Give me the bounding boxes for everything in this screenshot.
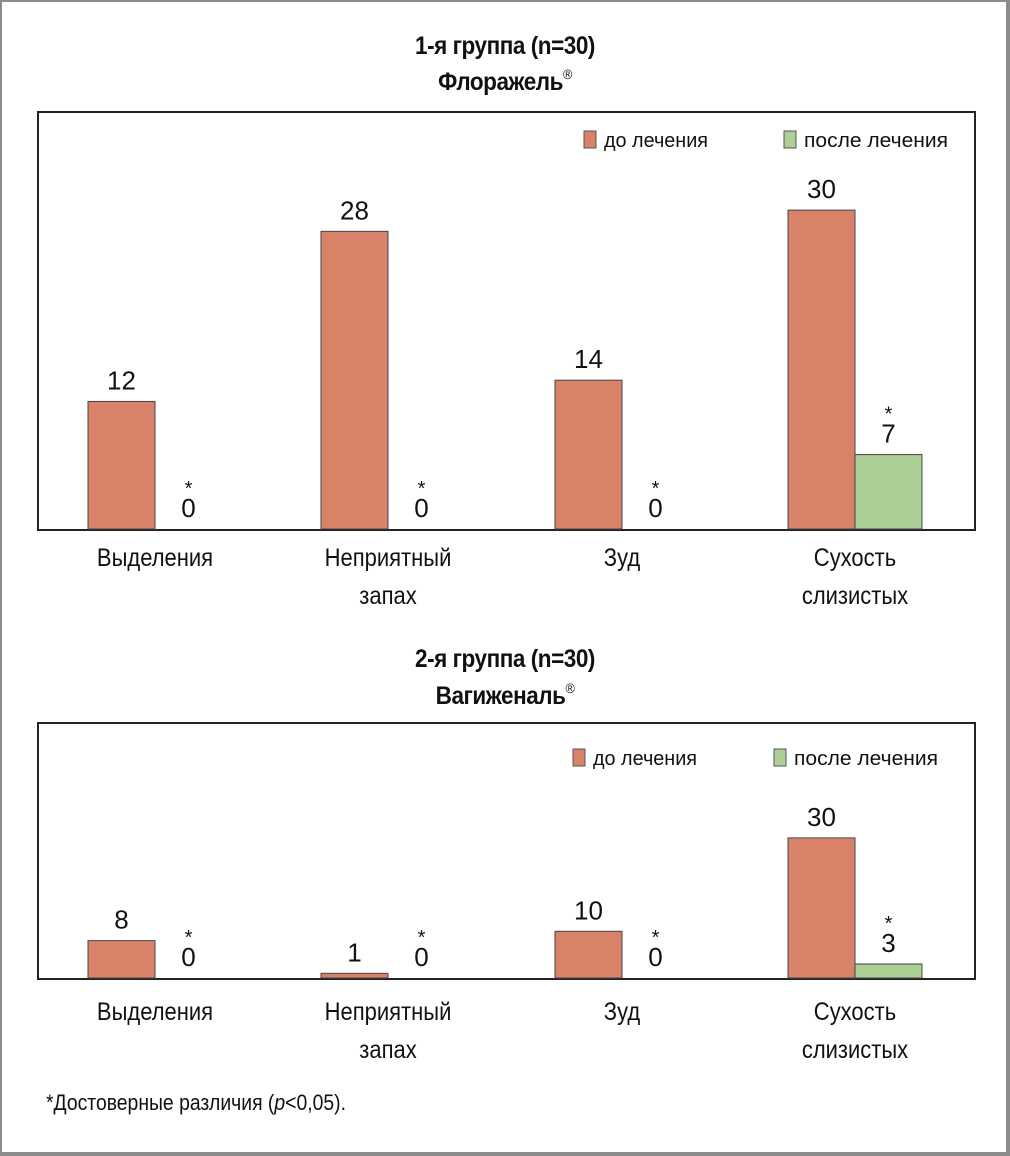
chart1-category-label-3: Зуд [604,544,641,572]
chart1-bar-before-1 [87,400,156,530]
chart2-category-label-4: Сухость [814,998,896,1026]
chart1-value-label-before-4: 30 [807,174,836,204]
footnote: *Достоверные различия (p<0,05). [46,1090,346,1116]
chart1-legend-swatch-1 [583,130,597,149]
chart2-value-label-after-1: 0 [181,942,195,972]
chart2-significance-star-1: * [185,927,193,949]
chart1-category-label-2: запах [359,582,417,610]
chart2-bar-after-4 [854,963,923,979]
footnote-suffix: <0,05). [285,1090,346,1115]
chart2-significance-star-3: * [652,927,660,949]
chart2-drug-name: Вагиженаль [435,682,566,710]
chart2-category-label-2: Неприятный [325,998,452,1026]
chart2-value-label-before-2: 1 [347,937,361,967]
chart2-category-label-2: запах [359,1036,417,1064]
chart2-legend-swatch-2 [773,748,787,767]
chart2-legend-label-1: до лечения [593,748,697,770]
chart2-value-label-after-4: 3 [881,928,895,958]
chart2-significance-star-2: * [418,927,426,949]
chart2-value-label-before-1: 8 [114,905,128,935]
chart1-bar-before-2 [320,230,389,530]
chart2-significance-star-4: * [885,913,893,935]
chart1-value-label-before-2: 28 [340,195,369,225]
chart2-bar-before-3 [554,930,623,979]
chart1-title: 1-я группа (n=30) [51,32,960,61]
chart2-legend-swatch-1 [572,748,586,767]
chart2-category-label-3: Зуд [604,998,641,1026]
chart1-value-label-after-3: 0 [648,493,662,523]
chart1-significance-star-2: * [418,478,426,500]
chart1-legend-label-1: до лечения [604,130,708,152]
chart1-bar-after-4 [854,454,923,530]
chart1-legend-label-2: после лечения [804,130,948,152]
chart1-legend-swatch-2 [783,130,797,149]
chart2-value-label-before-3: 10 [574,895,603,925]
chart1-drug-name: Флоражель [438,68,564,96]
chart1-category-label-4: слизистых [802,582,909,610]
footnote-prefix: Достоверные различия ( [53,1090,275,1115]
chart2-bar-before-2 [320,972,389,979]
footnote-star: * [46,1090,54,1115]
chart1-value-label-before-3: 14 [574,344,603,374]
chart1-significance-star-4: * [885,404,893,426]
chart1-bar-before-3 [554,379,623,530]
chart1-value-label-after-4: 7 [881,419,895,449]
chart1-category-label-2: Неприятный [325,544,452,572]
chart1-title-line: 1-я группа (n=30) [415,32,595,60]
chart2-bar-before-1 [87,940,156,979]
chart1-category-label-4: Сухость [814,544,896,572]
chart1-significance-star-1: * [185,478,193,500]
chart2-category-label-4: слизистых [802,1036,909,1064]
chart1-subtitle: Флоражель® [51,66,960,97]
chart1-category-label-1: Выделения [97,544,213,572]
chart1-value-label-after-1: 0 [181,493,195,523]
registered-mark: ® [565,680,575,696]
chart2-category-label-1: Выделения [97,998,213,1026]
chart2-value-label-after-3: 0 [648,942,662,972]
chart2-value-label-after-2: 0 [414,942,428,972]
chart2-legend-label-2: после лечения [794,748,938,770]
chart2-title: 2-я группа (n=30) [51,645,960,674]
registered-mark: ® [563,66,572,82]
chart1-value-label-before-1: 12 [107,365,136,395]
footnote-p: p [274,1090,286,1115]
chart1-bar-before-4 [787,209,856,530]
chart2-title-line: 2-я группа (n=30) [415,645,595,673]
chart2-bar-before-4 [787,837,856,979]
chart2-value-label-before-4: 30 [807,802,836,832]
chart1-significance-star-3: * [652,478,660,500]
chart1-value-label-after-2: 0 [414,493,428,523]
chart2-subtitle: Вагиженаль® [51,680,960,711]
